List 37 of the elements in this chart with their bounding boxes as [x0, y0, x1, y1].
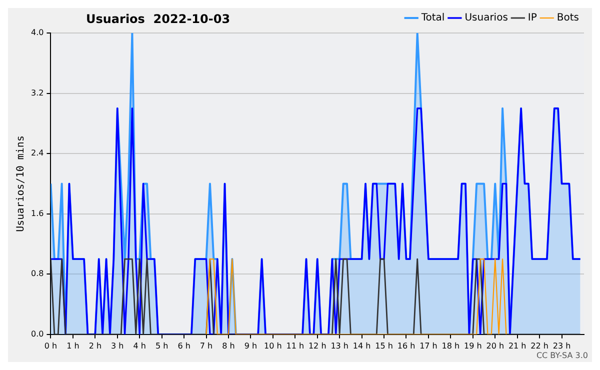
- x-tick-label: 15 h: [375, 341, 393, 350]
- x-tick-label: 23 h: [552, 341, 571, 350]
- x-tick-label: 10 h: [264, 341, 282, 350]
- x-tick-label: 7 h: [200, 341, 213, 350]
- x-tick-label: 17 h: [420, 341, 438, 350]
- legend-label: Bots: [556, 12, 579, 24]
- x-tick-label: 1 h: [66, 341, 80, 350]
- text: CC BY-SA 3.0: [536, 351, 588, 360]
- y-tick-label: 0.8: [30, 269, 44, 278]
- x-tick-label: 11 h: [286, 341, 304, 350]
- x-tick-label: 3 h: [111, 341, 124, 350]
- x-tick-label: 18 h: [442, 341, 460, 350]
- legend-label: Total: [420, 12, 445, 24]
- x-tick-label: 4 h: [133, 341, 146, 350]
- chart-title: Usuarios 2022-10-03: [86, 12, 230, 26]
- x-tick-label: 5 h: [155, 341, 168, 350]
- x-tick-label: 6 h: [178, 341, 190, 350]
- x-tick-label: 9 h: [244, 341, 258, 350]
- x-tick-label: 12 h: [308, 341, 326, 350]
- x-tick-label: 13 h: [330, 341, 348, 350]
- x-tick-label: 20 h: [486, 341, 504, 350]
- legend-label: Usuarios: [464, 12, 508, 24]
- y-tick-label: 1.6: [30, 208, 44, 218]
- x-tick-label: 8 h: [222, 341, 235, 350]
- x-tick-label: 14 h: [352, 341, 371, 350]
- x-tick-label: 2 h: [88, 341, 102, 350]
- x-tick-label: 21 h: [508, 341, 526, 350]
- x-tick-label: 19 h: [464, 341, 482, 350]
- x-tick-label: 22 h: [530, 341, 548, 350]
- x-tick-label: 0 h: [44, 341, 58, 350]
- y-axis-title: Usuarios/10 mins: [16, 136, 27, 232]
- y-tick-label: 3.2: [30, 88, 44, 98]
- legend-label: IP: [528, 12, 537, 24]
- x-tick-label: 16 h: [397, 341, 416, 350]
- y-tick-label: 0.0: [30, 329, 44, 338]
- y-tick-label: 2.4: [30, 148, 44, 158]
- y-tick-label: 4.0: [30, 28, 44, 38]
